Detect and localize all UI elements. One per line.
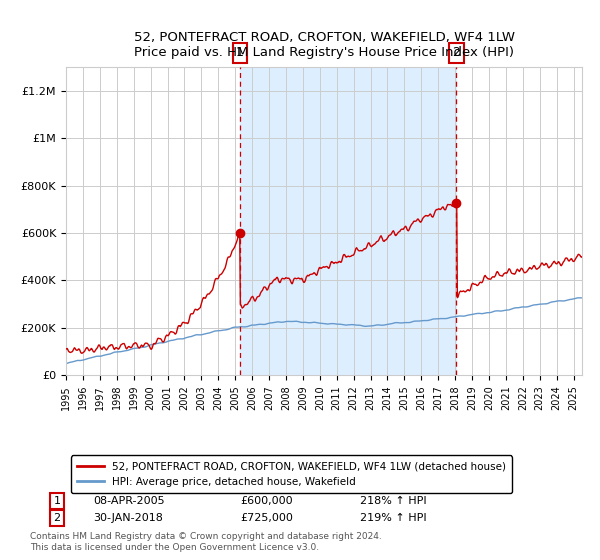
Text: 218% ↑ HPI: 218% ↑ HPI bbox=[360, 496, 427, 506]
Text: Contains HM Land Registry data © Crown copyright and database right 2024.
This d: Contains HM Land Registry data © Crown c… bbox=[30, 532, 382, 552]
Text: 2: 2 bbox=[452, 46, 460, 59]
Text: 219% ↑ HPI: 219% ↑ HPI bbox=[360, 513, 427, 523]
Text: 2: 2 bbox=[53, 513, 61, 523]
Text: 08-APR-2005: 08-APR-2005 bbox=[93, 496, 164, 506]
Text: 30-JAN-2018: 30-JAN-2018 bbox=[93, 513, 163, 523]
Title: 52, PONTEFRACT ROAD, CROFTON, WAKEFIELD, WF4 1LW
Price paid vs. HM Land Registry: 52, PONTEFRACT ROAD, CROFTON, WAKEFIELD,… bbox=[133, 31, 515, 59]
Text: 1: 1 bbox=[236, 46, 244, 59]
Legend: 52, PONTEFRACT ROAD, CROFTON, WAKEFIELD, WF4 1LW (detached house), HPI: Average : 52, PONTEFRACT ROAD, CROFTON, WAKEFIELD,… bbox=[71, 455, 512, 493]
Text: £600,000: £600,000 bbox=[240, 496, 293, 506]
Bar bbox=[240, 67, 457, 375]
Text: £725,000: £725,000 bbox=[240, 513, 293, 523]
Text: 1: 1 bbox=[53, 496, 61, 506]
